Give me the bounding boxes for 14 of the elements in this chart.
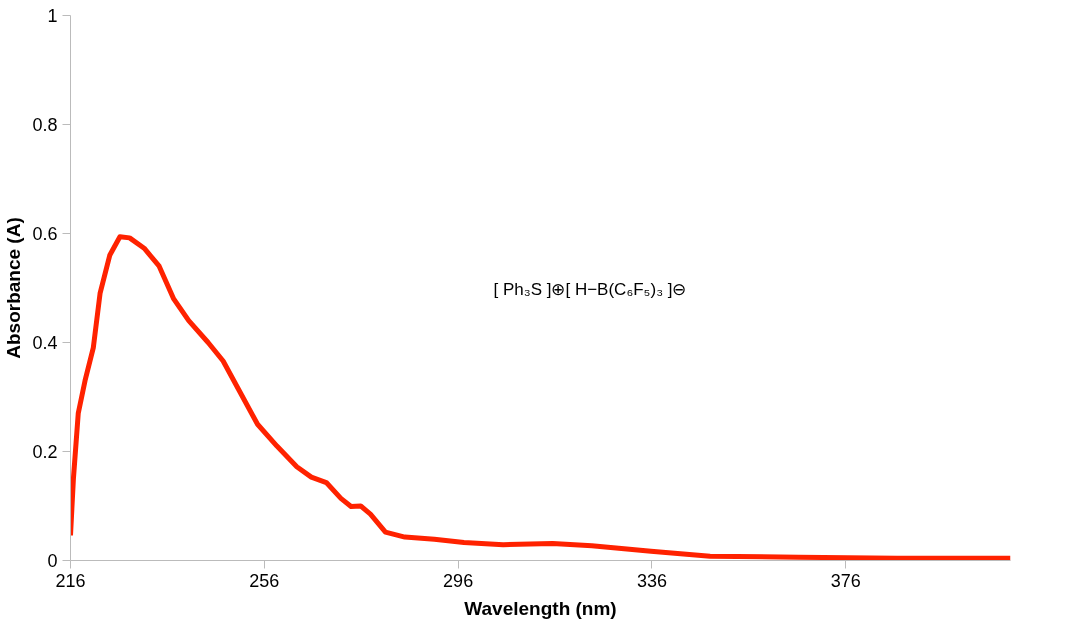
y-tick-label: 0 [47, 551, 58, 571]
y-tick-label: 0.2 [32, 442, 58, 462]
y-tick-label: 0.6 [32, 224, 58, 244]
x-tick-label: 376 [830, 570, 861, 591]
y-axis-title: Absorbance (A) [3, 217, 25, 359]
annotation: [ Ph₃S ]⊕[ H−B(C₆F₅)₃ ]⊖ [493, 279, 687, 299]
y-tick-label: 0.8 [32, 115, 58, 135]
x-tick-label: 216 [55, 570, 86, 591]
y-tick-label: 0.4 [32, 333, 58, 353]
x-axis-title: Wavelength (nm) [464, 597, 617, 619]
x-tick-label: 336 [636, 570, 667, 591]
x-tick-label: 256 [249, 570, 280, 591]
x-tick-label: 296 [443, 570, 474, 591]
y-tick-label: 1 [47, 6, 58, 26]
